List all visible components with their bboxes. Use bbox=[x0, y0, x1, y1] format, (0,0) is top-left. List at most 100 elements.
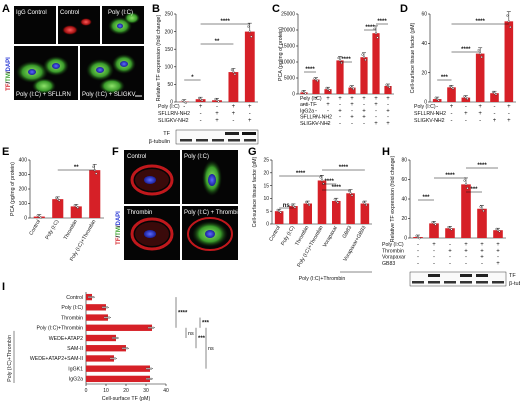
data-point bbox=[233, 73, 236, 76]
significance-marker: ns bbox=[283, 203, 291, 209]
condition-label: SFLLRN-NH2 bbox=[414, 111, 446, 117]
data-point bbox=[248, 30, 251, 33]
condition-mark: - bbox=[315, 108, 317, 114]
condition-mark: - bbox=[451, 111, 453, 117]
data-point bbox=[306, 202, 309, 205]
bar bbox=[289, 206, 298, 224]
category-label: Vorapaxar bbox=[322, 225, 339, 249]
condition-mark: + bbox=[464, 111, 468, 117]
blot-band bbox=[428, 274, 440, 277]
significance-marker: * bbox=[191, 75, 194, 81]
data-point bbox=[184, 101, 187, 104]
chart-c: 0 5000 10000 15000 20000 25000 PCA (pg/mg of p… bbox=[278, 12, 394, 127]
bar bbox=[86, 365, 150, 372]
significance-marker: **** bbox=[339, 165, 349, 171]
blot-band bbox=[492, 281, 504, 284]
data-point bbox=[247, 25, 250, 28]
y-tick-label: 0 bbox=[292, 92, 295, 98]
data-point bbox=[376, 36, 379, 39]
data-point bbox=[314, 78, 318, 81]
data-point bbox=[352, 87, 355, 90]
bar bbox=[447, 87, 456, 102]
data-point bbox=[491, 90, 495, 94]
y-axis-label: PCA (pg/mg of protein) bbox=[278, 27, 284, 81]
blot-band bbox=[228, 139, 240, 142]
data-point bbox=[507, 20, 510, 23]
condition-mark: + bbox=[386, 108, 390, 114]
y-tick-label: 20000 bbox=[281, 28, 295, 34]
significance-marker: *** bbox=[198, 336, 206, 342]
condition-mark: - bbox=[436, 118, 438, 124]
y-tick-label: 300 bbox=[19, 172, 28, 178]
category-label: IgG2a bbox=[69, 377, 83, 383]
condition-mark: - bbox=[303, 102, 305, 108]
data-point bbox=[95, 172, 98, 175]
condition-label: Poly (I:C) bbox=[414, 104, 436, 110]
blot-label-tf: TF bbox=[509, 273, 516, 279]
data-point bbox=[214, 97, 217, 101]
panel-letter-g: G bbox=[248, 146, 257, 158]
category-label: Control bbox=[268, 225, 282, 242]
x-tick-label: 0 bbox=[85, 388, 88, 394]
condition-mark: - bbox=[417, 255, 419, 261]
condition-mark: + bbox=[314, 96, 318, 102]
significance-marker: *** bbox=[202, 321, 210, 327]
micro-label-f-thrombin: Thrombin bbox=[127, 210, 152, 216]
data-point bbox=[36, 214, 39, 217]
condition-mark: - bbox=[183, 118, 185, 124]
data-point bbox=[434, 96, 437, 99]
condition-mark: + bbox=[478, 104, 482, 110]
data-point bbox=[217, 100, 220, 103]
data-point bbox=[350, 194, 354, 197]
bar bbox=[332, 200, 341, 224]
data-point bbox=[113, 357, 117, 360]
condition-mark: + bbox=[362, 115, 366, 121]
condition-mark: - bbox=[417, 261, 419, 267]
significance-marker: ns bbox=[188, 331, 194, 337]
condition-mark: + bbox=[248, 118, 252, 124]
data-point bbox=[107, 316, 111, 319]
bar bbox=[195, 99, 206, 102]
data-point bbox=[151, 326, 155, 329]
data-point bbox=[198, 96, 201, 100]
y-tick-label: 20 bbox=[263, 171, 269, 177]
data-point bbox=[58, 199, 61, 202]
y-tick-label: 80 bbox=[401, 158, 407, 164]
y-tick-label: 5 bbox=[266, 209, 269, 215]
blot-band bbox=[180, 139, 192, 142]
condition-mark: + bbox=[362, 108, 366, 114]
data-point bbox=[105, 306, 109, 309]
condition-mark: + bbox=[326, 96, 330, 102]
data-point bbox=[313, 77, 316, 80]
condition-mark: - bbox=[339, 121, 341, 127]
data-point bbox=[201, 99, 204, 102]
condition-mark: + bbox=[215, 118, 219, 124]
condition-mark: + bbox=[480, 242, 484, 248]
condition-mark: - bbox=[465, 255, 467, 261]
condition-mark: + bbox=[478, 111, 482, 117]
condition-mark: - bbox=[363, 102, 365, 108]
data-point bbox=[347, 189, 351, 193]
condition-mark: - bbox=[449, 261, 451, 267]
condition-mark: - bbox=[436, 104, 438, 110]
data-point bbox=[92, 165, 95, 168]
data-point bbox=[418, 237, 421, 240]
bar bbox=[274, 211, 284, 224]
data-point bbox=[464, 183, 468, 186]
condition-label: GB83 bbox=[382, 261, 395, 267]
bar bbox=[89, 170, 101, 218]
condition-mark: - bbox=[200, 118, 202, 124]
condition-mark: + bbox=[480, 248, 484, 254]
data-point bbox=[479, 52, 482, 55]
significance-marker: **** bbox=[475, 19, 485, 25]
y-tick-label: 10000 bbox=[281, 60, 295, 66]
condition-mark: + bbox=[448, 248, 452, 254]
condition-mark: - bbox=[465, 118, 467, 124]
condition-mark: - bbox=[303, 108, 305, 114]
data-point bbox=[121, 347, 125, 350]
y-tick-label: 100 bbox=[165, 65, 174, 71]
data-point bbox=[73, 204, 76, 207]
condition-mark: + bbox=[374, 102, 378, 108]
data-point bbox=[434, 223, 437, 226]
